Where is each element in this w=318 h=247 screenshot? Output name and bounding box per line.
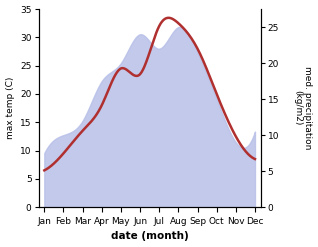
Y-axis label: max temp (C): max temp (C) — [5, 77, 15, 139]
Y-axis label: med. precipitation
(kg/m2): med. precipitation (kg/m2) — [293, 66, 313, 150]
X-axis label: date (month): date (month) — [111, 231, 189, 242]
